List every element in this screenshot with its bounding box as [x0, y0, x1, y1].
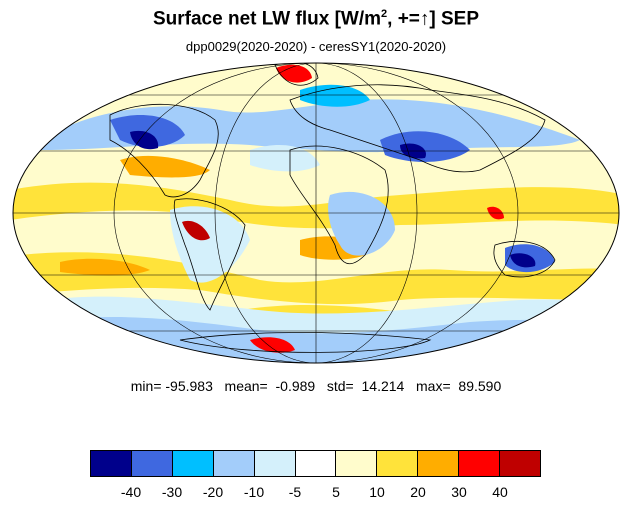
colorbar-tick-label: 20	[410, 484, 426, 500]
map-field	[13, 63, 619, 363]
statistics-line: min= -95.983 mean= -0.989 std= 14.214 ma…	[130, 378, 502, 394]
colorbar-swatch	[91, 451, 132, 476]
colorbar-swatch	[131, 451, 173, 476]
colorbar-swatch	[254, 451, 296, 476]
map-border	[12, 62, 620, 364]
colorbar-swatch	[500, 451, 540, 476]
colorbar-swatch	[295, 451, 337, 476]
colorbar-tick-label: 5	[332, 484, 340, 500]
colorbar-swatch	[213, 451, 255, 476]
figure-title: Surface net LW flux [W/m2, +=↑] SEP	[0, 8, 632, 30]
world-map	[12, 62, 620, 364]
title-superscript: 2	[381, 8, 388, 20]
colorbar-tick-label: 30	[451, 484, 467, 500]
colorbar	[90, 450, 541, 477]
colorbar-tick-label: -5	[288, 484, 302, 500]
colorbar-tick-label: 10	[369, 484, 385, 500]
figure-subtitle: dpp0029(2020-2020) - ceresSY1(2020-2020)	[185, 39, 447, 54]
title-text: Surface net LW flux [W/m	[152, 8, 382, 30]
colorbar-tick-label: -10	[243, 484, 265, 500]
colorbar-tick-label: -30	[161, 484, 183, 500]
colorbar-ticks: -40 -30 -20 -10 -5 5 10 20 30 40	[90, 484, 541, 502]
colorbar-tick-label: -20	[202, 484, 224, 500]
colorbar-tick-label: 40	[492, 484, 508, 500]
colorbar-swatch	[336, 451, 378, 476]
colorbar-tick-label: -40	[120, 484, 142, 500]
colorbar-swatch	[172, 451, 214, 476]
colorbar-swatch	[377, 451, 419, 476]
colorbar-swatch	[459, 451, 501, 476]
title-suffix: , +=↑] SEP	[387, 8, 480, 30]
colorbar-swatch	[418, 451, 460, 476]
